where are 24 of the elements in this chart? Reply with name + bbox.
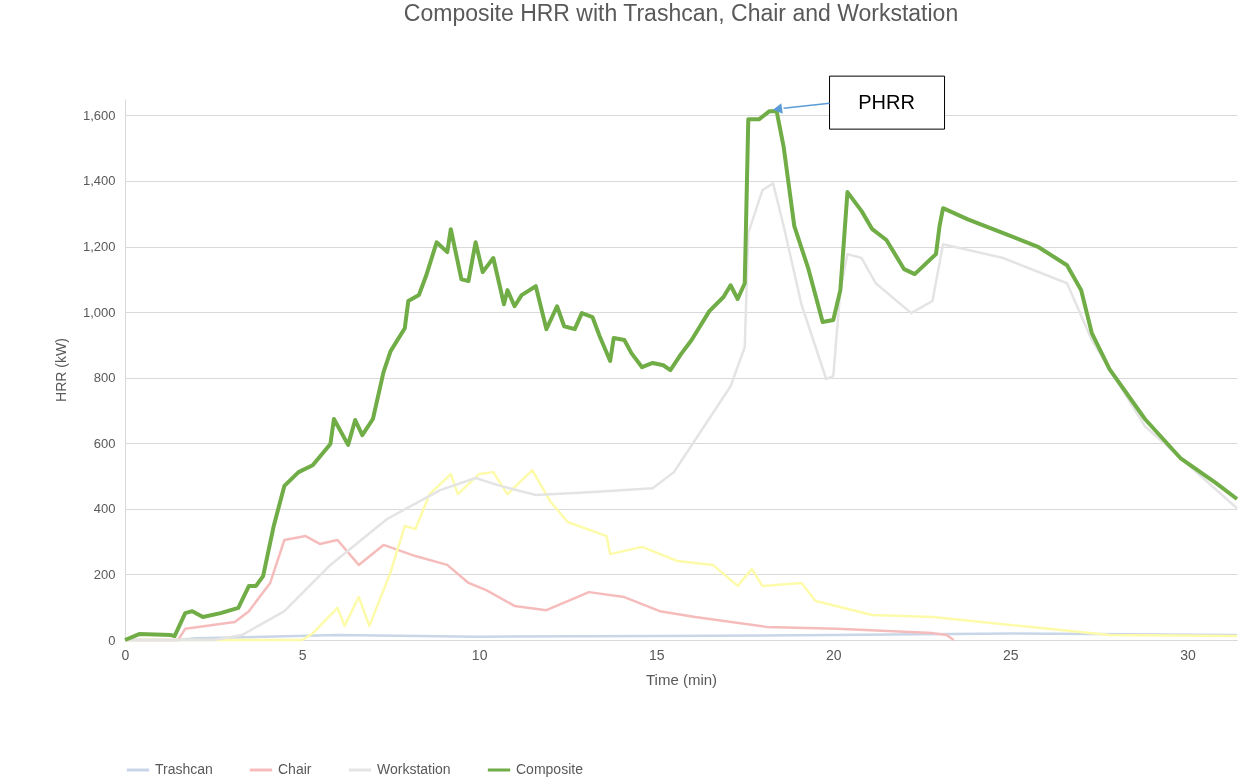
legend-label: Composite [516,761,584,777]
y-tick-label: 1,600 [82,107,116,123]
chart-title: Composite HRR with Trashcan, Chair and Workstation [403,0,959,26]
x-tick-label: 20 [825,646,842,663]
x-tick-label: 15 [648,646,665,663]
y-tick-label: 0 [108,632,116,648]
y-axis-title: HRR (kW) [52,338,69,402]
legend-label: Chair [278,761,312,777]
x-tick-label: 30 [1180,646,1196,663]
x-tick-label: 0 [121,646,130,663]
x-tick-label: 10 [471,646,488,663]
x-axis-title: Time (min) [645,670,718,688]
y-tick-label: 1,000 [82,304,116,320]
x-tick-label: 25 [1003,646,1019,663]
y-tick-label: 1,400 [82,173,116,189]
legend-label: Workstation [377,761,451,777]
y-tick-label: 1,200 [82,239,116,255]
y-tick-label: 400 [93,501,116,517]
x-tick-label: 5 [298,646,307,663]
y-tick-label: 600 [93,435,116,451]
legend-label: Trashcan [155,761,213,777]
annotation: PHRR [858,91,915,114]
y-tick-label: 800 [93,370,116,386]
y-tick-label: 200 [93,566,116,582]
